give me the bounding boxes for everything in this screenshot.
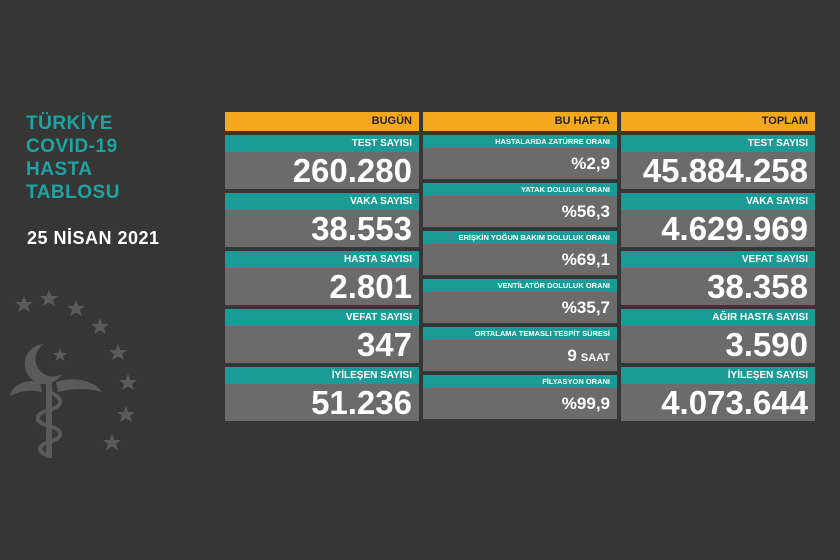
stat-value: %2,9 — [423, 148, 617, 179]
week-ventilator-card: VENTİLATÖR DOLULUK ORANI %35,7 — [423, 279, 617, 323]
stat-label: HASTALARDA ZATÜRRE ORANI — [423, 135, 617, 148]
ministry-of-health-emblem-icon — [10, 290, 137, 458]
stat-label: HASTA SAYISI — [225, 251, 419, 268]
title-line: TÜRKİYE — [26, 113, 113, 134]
stat-value: %69,1 — [423, 244, 617, 275]
stat-unit: SAAT — [580, 352, 610, 364]
today-patient-card: HASTA SAYISI 2.801 — [225, 251, 419, 305]
title-line: COVID-19 — [26, 136, 118, 157]
stat-value: 4.629.969 — [621, 210, 815, 247]
stat-label: İYİLEŞEN SAYISI — [225, 367, 419, 384]
stat-label: VAKA SAYISI — [621, 193, 815, 210]
stat-value: 38.358 — [621, 268, 815, 305]
stat-value: %56,3 — [423, 196, 617, 227]
stat-value: 3.590 — [621, 326, 815, 363]
total-column: TOPLAM TEST SAYISI 45.884.258 VAKA SAYIS… — [621, 112, 815, 425]
stat-label: YATAK DOLULUK ORANI — [423, 183, 617, 196]
stat-label: ORTALAMA TEMASLI TESPİT SÜRESİ — [423, 327, 617, 340]
stat-value: 4.073.644 — [621, 384, 815, 421]
total-test-card: TEST SAYISI 45.884.258 — [621, 135, 815, 189]
stat-value: 9 SAAT — [423, 340, 617, 371]
stat-label: VENTİLATÖR DOLULUK ORANI — [423, 279, 617, 292]
stat-label: VAKA SAYISI — [225, 193, 419, 210]
week-contact-time-card: ORTALAMA TEMASLI TESPİT SÜRESİ 9 SAAT — [423, 327, 617, 371]
stat-label: TEST SAYISI — [621, 135, 815, 152]
today-header: BUGÜN — [225, 112, 419, 131]
stat-label: ERİŞKİN YOĞUN BAKIM DOLULUK ORANI — [423, 231, 617, 244]
week-bed-card: YATAK DOLULUK ORANI %56,3 — [423, 183, 617, 227]
stat-value: 2.801 — [225, 268, 419, 305]
today-death-card: VEFAT SAYISI 347 — [225, 309, 419, 363]
week-header: BU HAFTA — [423, 112, 617, 131]
stat-label: TEST SAYISI — [225, 135, 419, 152]
today-recovered-card: İYİLEŞEN SAYISI 51.236 — [225, 367, 419, 421]
week-column: BU HAFTA HASTALARDA ZATÜRRE ORANI %2,9 Y… — [423, 112, 617, 423]
stat-value: 347 — [225, 326, 419, 363]
week-filiation-card: FİLYASYON ORANI %99,9 — [423, 375, 617, 419]
stat-value: 45.884.258 — [621, 152, 815, 189]
today-test-card: TEST SAYISI 260.280 — [225, 135, 419, 189]
total-critical-card: AĞIR HASTA SAYISI 3.590 — [621, 309, 815, 363]
total-header: TOPLAM — [621, 112, 815, 131]
stat-label: İYİLEŞEN SAYISI — [621, 367, 815, 384]
stat-label: VEFAT SAYISI — [225, 309, 419, 326]
stat-value: 38.553 — [225, 210, 419, 247]
total-case-card: VAKA SAYISI 4.629.969 — [621, 193, 815, 247]
total-recovered-card: İYİLEŞEN SAYISI 4.073.644 — [621, 367, 815, 421]
stat-label: VEFAT SAYISI — [621, 251, 815, 268]
page-title: TÜRKİYE COVID-19 HASTA TABLOSU — [26, 112, 120, 204]
stat-value: %35,7 — [423, 292, 617, 323]
stat-label: FİLYASYON ORANI — [423, 375, 617, 388]
week-icu-card: ERİŞKİN YOĞUN BAKIM DOLULUK ORANI %69,1 — [423, 231, 617, 275]
stat-value: %99,9 — [423, 388, 617, 419]
stat-value: 51.236 — [225, 384, 419, 421]
title-line: HASTA — [26, 159, 93, 180]
today-column: BUGÜN TEST SAYISI 260.280 VAKA SAYISI 38… — [225, 112, 419, 425]
title-line: TABLOSU — [26, 182, 120, 203]
report-date: 25 NİSAN 2021 — [27, 228, 160, 248]
today-case-card: VAKA SAYISI 38.553 — [225, 193, 419, 247]
stat-label: AĞIR HASTA SAYISI — [621, 309, 815, 326]
total-death-card: VEFAT SAYISI 38.358 — [621, 251, 815, 305]
week-pneumonia-card: HASTALARDA ZATÜRRE ORANI %2,9 — [423, 135, 617, 179]
stat-value: 260.280 — [225, 152, 419, 189]
